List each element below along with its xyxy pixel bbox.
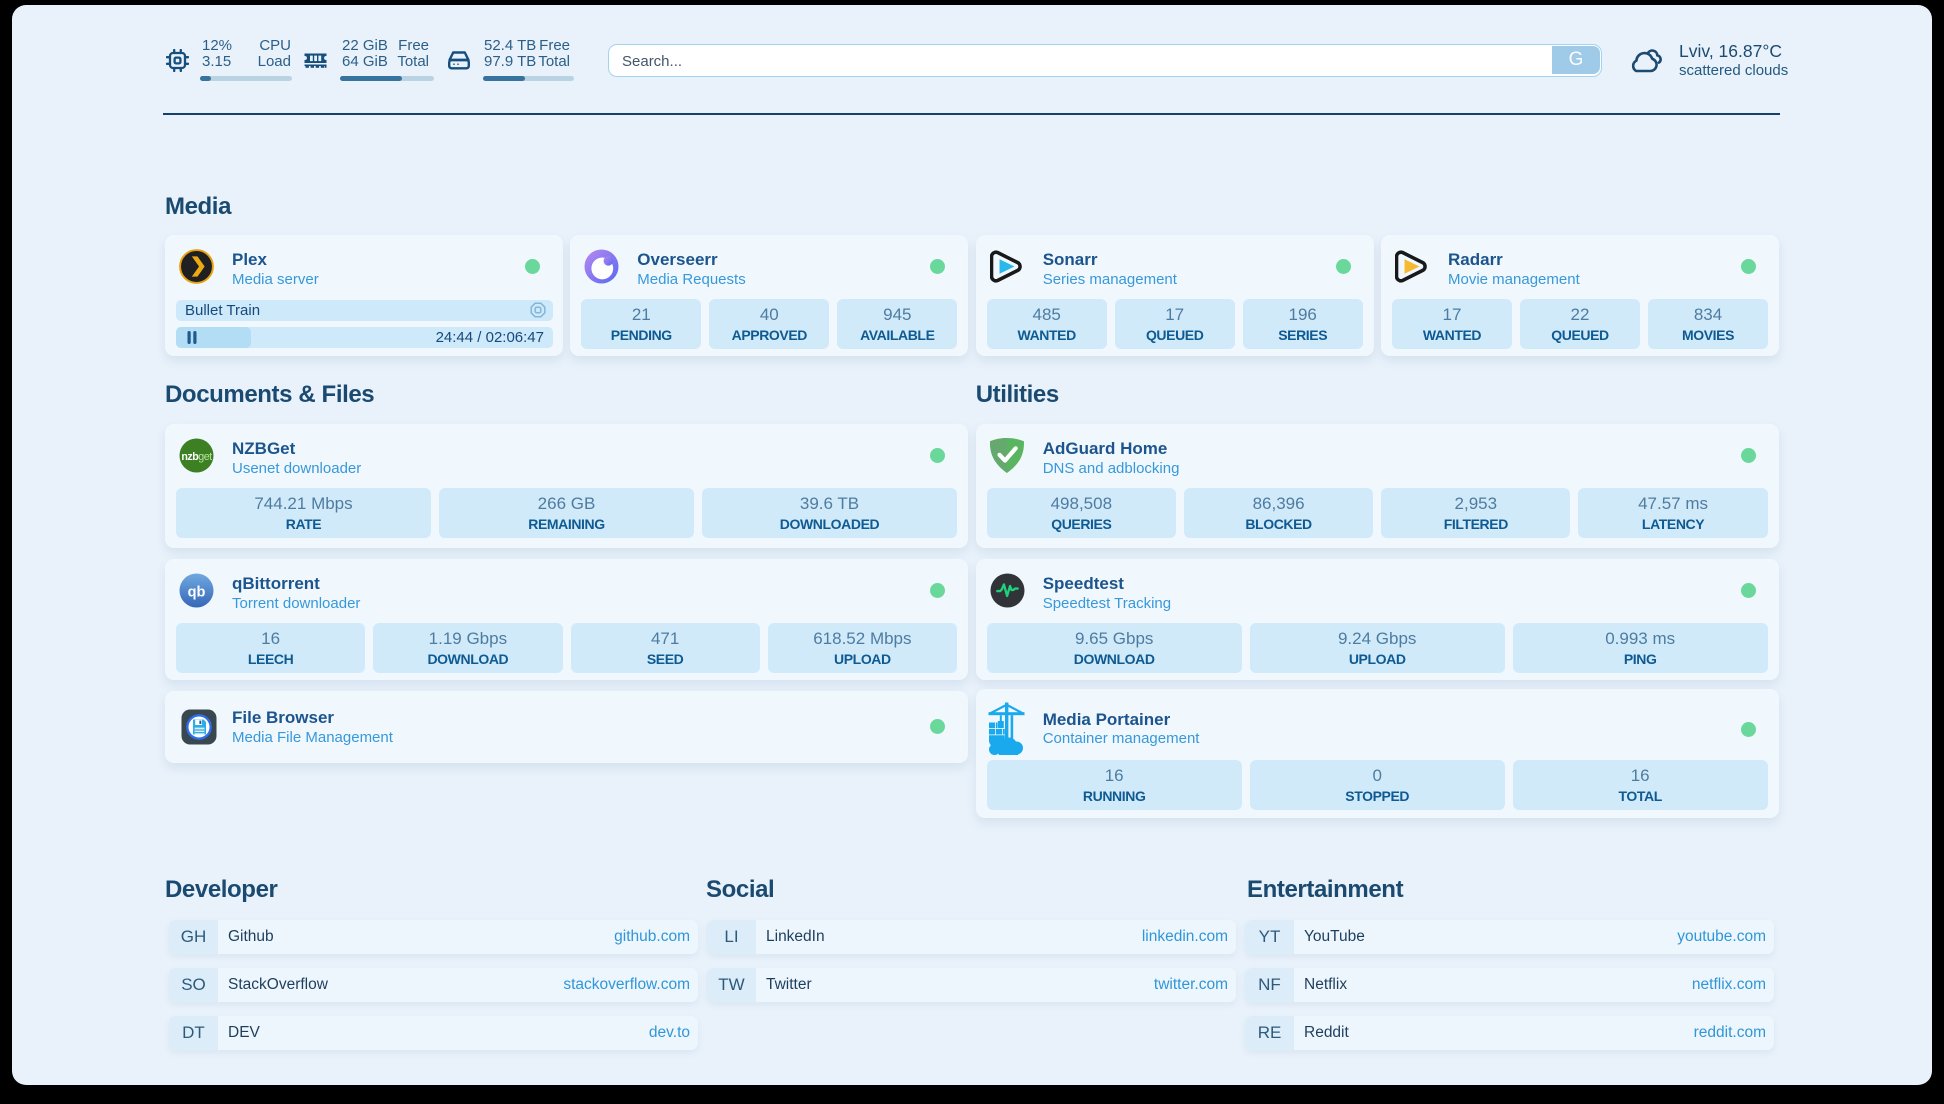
svg-text:qb: qb (188, 584, 206, 600)
svg-text:nzbget: nzbget (181, 451, 212, 463)
